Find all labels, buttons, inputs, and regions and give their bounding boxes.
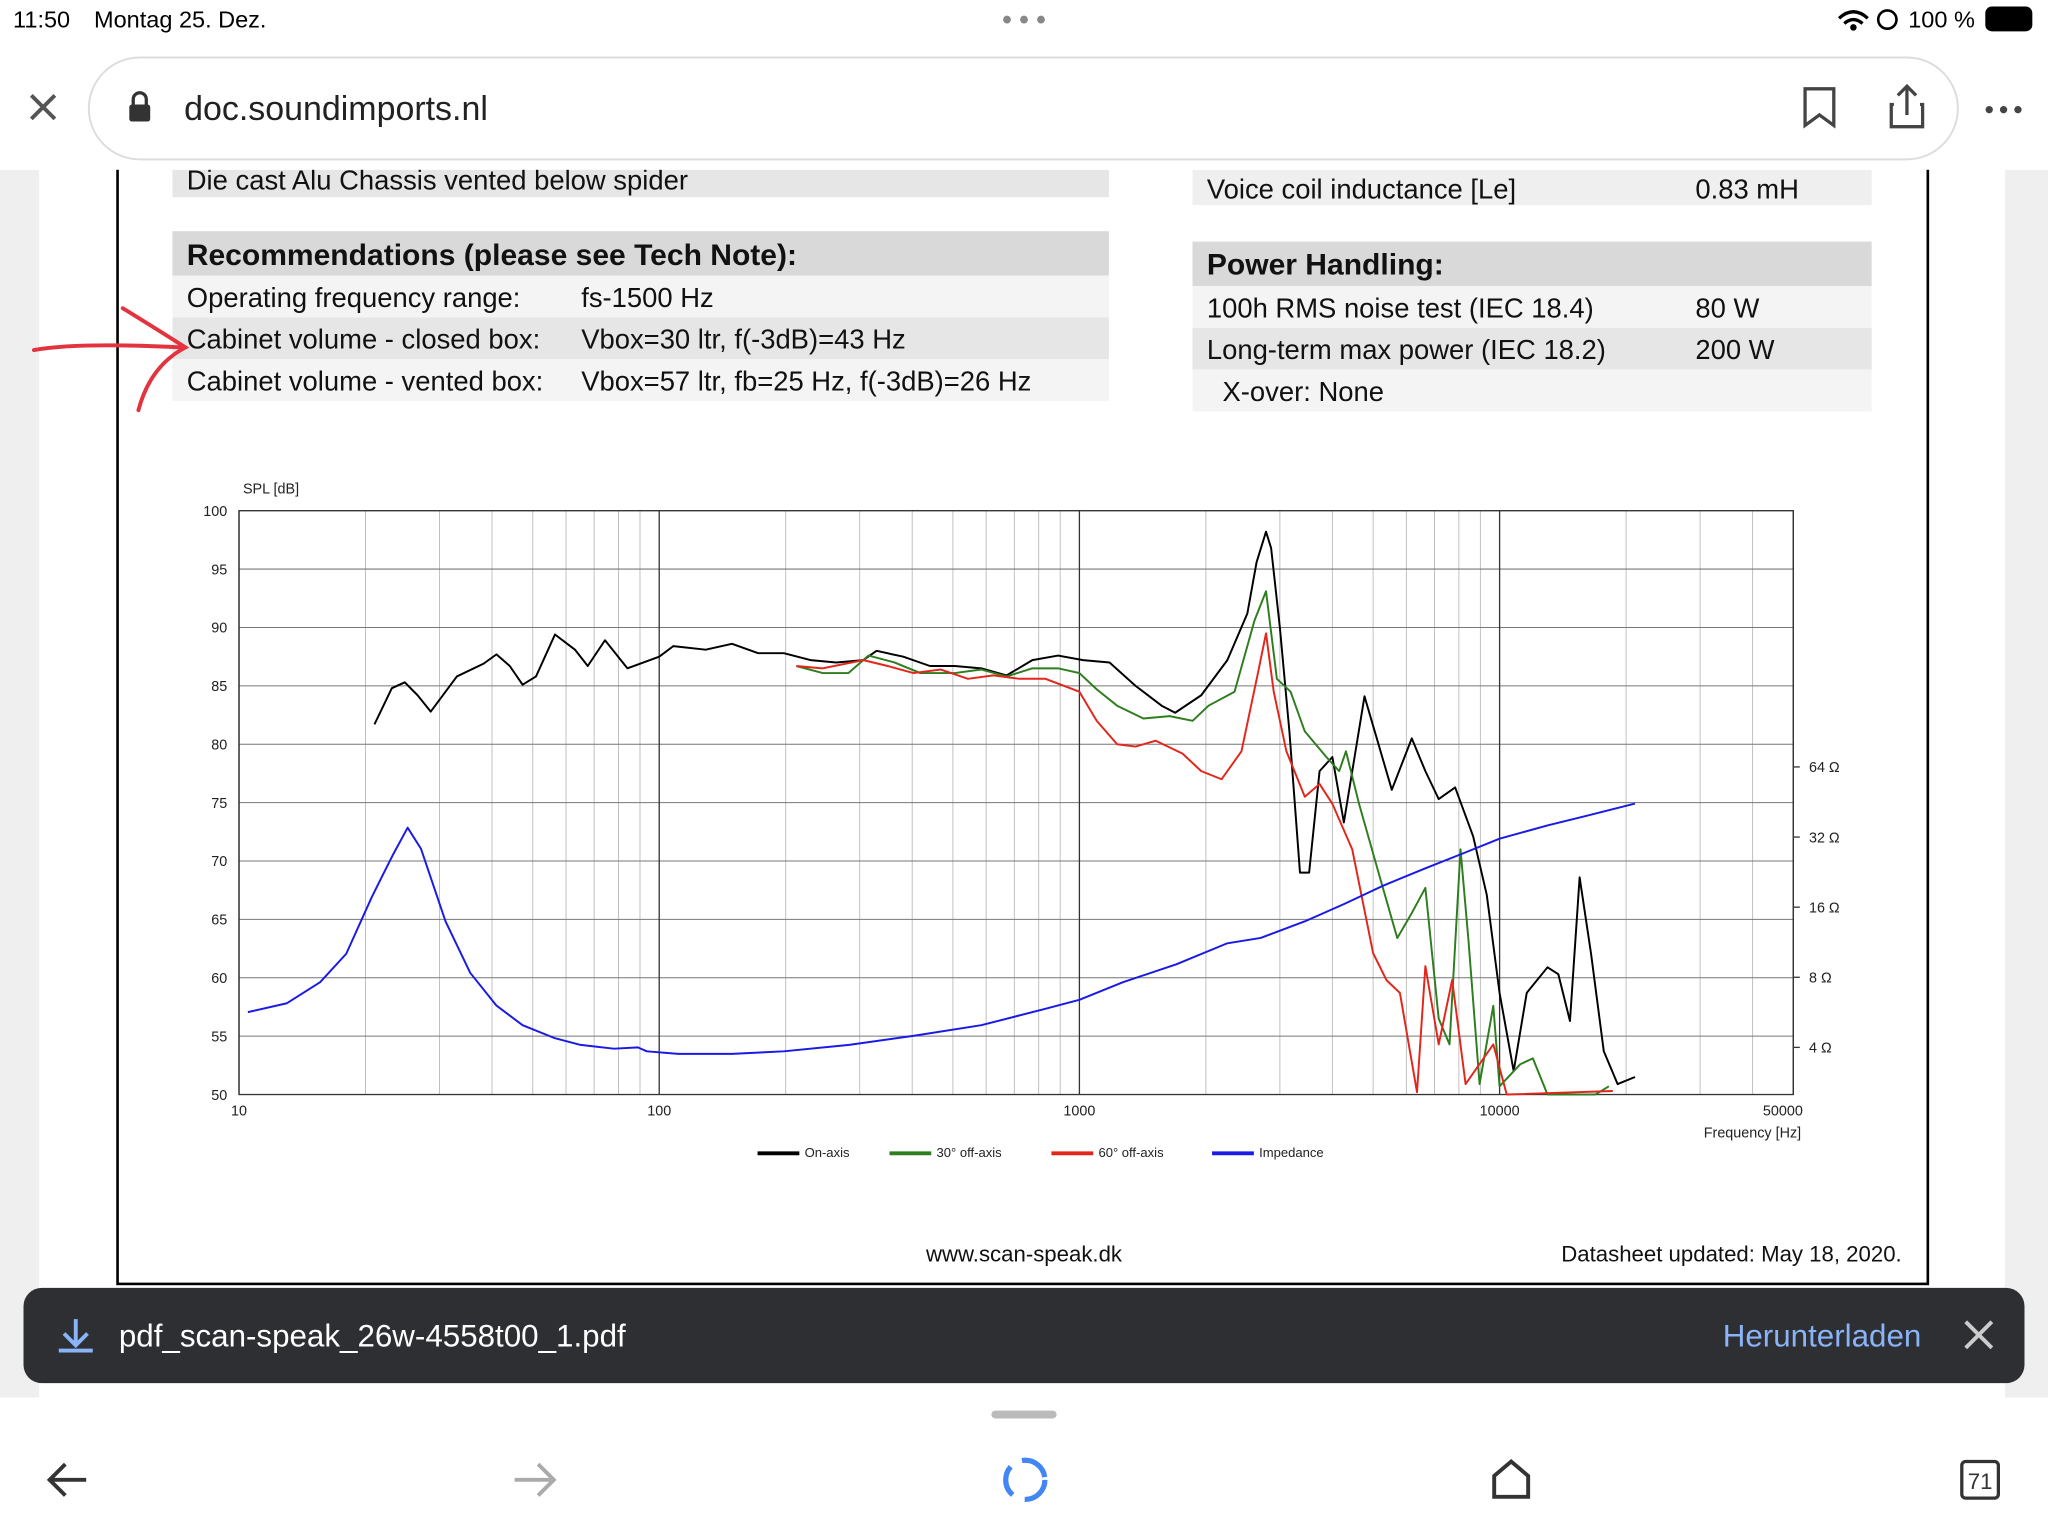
row-bg bbox=[172, 275, 1109, 318]
x-tick-label: 100 bbox=[647, 1103, 671, 1119]
download-button[interactable]: Herunterladen bbox=[1723, 1319, 1922, 1354]
share-icon[interactable] bbox=[1889, 83, 1925, 129]
cell: 0.83 mH bbox=[1695, 174, 1799, 205]
y-tick-label: 55 bbox=[211, 1029, 227, 1045]
back[interactable] bbox=[46, 1462, 87, 1497]
cell: 80 W bbox=[1695, 292, 1759, 323]
chart: 50 55 60 65 70 75 80 85 90 95 100 10 100 1000 10000 500… bbox=[203, 504, 1840, 1160]
y-tick-label: 60 bbox=[211, 971, 227, 987]
legend-label: 30° off-axis bbox=[936, 1145, 1002, 1160]
cell: 200 W bbox=[1695, 334, 1774, 365]
bookmark-icon[interactable] bbox=[1803, 87, 1836, 129]
y-tick-label: 95 bbox=[211, 562, 227, 578]
y-tick-label: 90 bbox=[211, 621, 227, 637]
row-bg bbox=[1192, 169, 1872, 206]
cell: Vbox=30 ltr, f(-3dB)=43 Hz bbox=[581, 324, 905, 355]
close-tab[interactable] bbox=[29, 93, 57, 121]
x-axis-label: Frequency [Hz] bbox=[1704, 1126, 1801, 1142]
series-line bbox=[247, 802, 1636, 1055]
row-bg bbox=[172, 169, 1109, 198]
address-bar[interactable] bbox=[87, 56, 1959, 161]
y2-tick-label: 64 Ω bbox=[1809, 760, 1840, 776]
y-tick-label: 75 bbox=[211, 796, 227, 812]
x-tick-label: 50000 bbox=[1763, 1103, 1803, 1119]
y-tick-label: 70 bbox=[211, 854, 227, 870]
cell: Vbox=57 ltr, fb=25 Hz, f(-3dB)=26 Hz bbox=[581, 366, 1031, 397]
x-tick-label: 10 bbox=[231, 1103, 247, 1119]
wifi-dot bbox=[1850, 24, 1857, 31]
row-bg bbox=[1192, 286, 1872, 328]
file-name: pdf_scan-speak_26w-4558t00_1.pdf bbox=[119, 1319, 626, 1354]
cell: Voice coil inductance [Le] bbox=[1207, 174, 1516, 205]
row-bg bbox=[172, 359, 1109, 401]
download-bar bbox=[23, 1287, 2025, 1384]
tabs-button[interactable] bbox=[1960, 1459, 2000, 1500]
cell: Long-term max power (IEC 18.2) bbox=[1207, 334, 1606, 365]
section-title: Power Handling: bbox=[1207, 248, 1444, 281]
dots bbox=[1003, 15, 1045, 24]
y2-tick-label: 16 Ω bbox=[1809, 900, 1840, 916]
y-tick-label: 65 bbox=[211, 913, 227, 929]
download-icon bbox=[58, 1319, 93, 1353]
y-tick-label: 85 bbox=[211, 679, 227, 695]
url[interactable]: doc.soundimports.nl bbox=[184, 90, 488, 128]
lock-icon bbox=[129, 104, 151, 122]
x-tick-label: 10000 bbox=[1480, 1103, 1520, 1119]
cell: Cabinet volume - closed box: bbox=[187, 324, 540, 355]
legend-label: Impedance bbox=[1259, 1145, 1324, 1160]
legend-label: On-axis bbox=[805, 1145, 850, 1160]
row-bg bbox=[1192, 369, 1872, 412]
legend-label: 60° off-axis bbox=[1098, 1145, 1164, 1160]
y2-tick-label: 4 Ω bbox=[1809, 1041, 1832, 1057]
header-bg bbox=[1192, 241, 1872, 287]
annotation-arrow bbox=[31, 306, 190, 413]
battery-icon bbox=[1985, 6, 2033, 32]
row-bg bbox=[1192, 327, 1872, 370]
battery-text: 100 % bbox=[1908, 6, 1975, 32]
updated: Datasheet updated: May 18, 2020. bbox=[1561, 1242, 1901, 1267]
tab-count: 71 bbox=[1968, 1469, 1993, 1494]
home[interactable] bbox=[1492, 1458, 1531, 1499]
orientation-icon bbox=[1876, 9, 1898, 31]
date: Montag 25. Dez. bbox=[94, 6, 266, 32]
cell: 100h RMS noise test (IEC 18.4) bbox=[1207, 292, 1594, 323]
y2-tick-label: 8 Ω bbox=[1809, 971, 1832, 987]
handle bbox=[991, 1410, 1057, 1419]
plot-frame bbox=[238, 510, 1794, 1096]
series-line bbox=[373, 530, 1636, 1086]
x-tick-label: 1000 bbox=[1063, 1103, 1095, 1119]
dismiss[interactable] bbox=[1964, 1320, 1994, 1350]
header-bg bbox=[172, 231, 1109, 276]
cell: Operating frequency range: bbox=[187, 282, 521, 313]
y-tick-label: 100 bbox=[203, 504, 227, 520]
forward[interactable] bbox=[514, 1462, 557, 1497]
y-axis-label: SPL [dB] bbox=[243, 482, 299, 498]
cell: fs-1500 Hz bbox=[581, 282, 714, 313]
website: www.scan-speak.dk bbox=[925, 1242, 1123, 1267]
toolbar bbox=[0, 1397, 2048, 1536]
menu-icon[interactable] bbox=[1985, 106, 2022, 114]
section-title: Recommendations (please see Tech Note): bbox=[187, 239, 797, 272]
y2-tick-label: 32 Ω bbox=[1809, 830, 1840, 846]
wifi-icon bbox=[1837, 10, 1869, 25]
lock-shackle bbox=[131, 91, 148, 105]
time: 11:50 bbox=[13, 6, 70, 32]
series-line bbox=[796, 590, 1610, 1096]
row-bg bbox=[172, 317, 1109, 360]
cell: X-over: None bbox=[1223, 376, 1384, 407]
y-tick-label: 50 bbox=[211, 1088, 227, 1104]
y-tick-label: 80 bbox=[211, 737, 227, 753]
cell: Cabinet volume - vented box: bbox=[187, 366, 543, 397]
series-line bbox=[796, 632, 1613, 1096]
google-icon[interactable] bbox=[1003, 1457, 1048, 1503]
